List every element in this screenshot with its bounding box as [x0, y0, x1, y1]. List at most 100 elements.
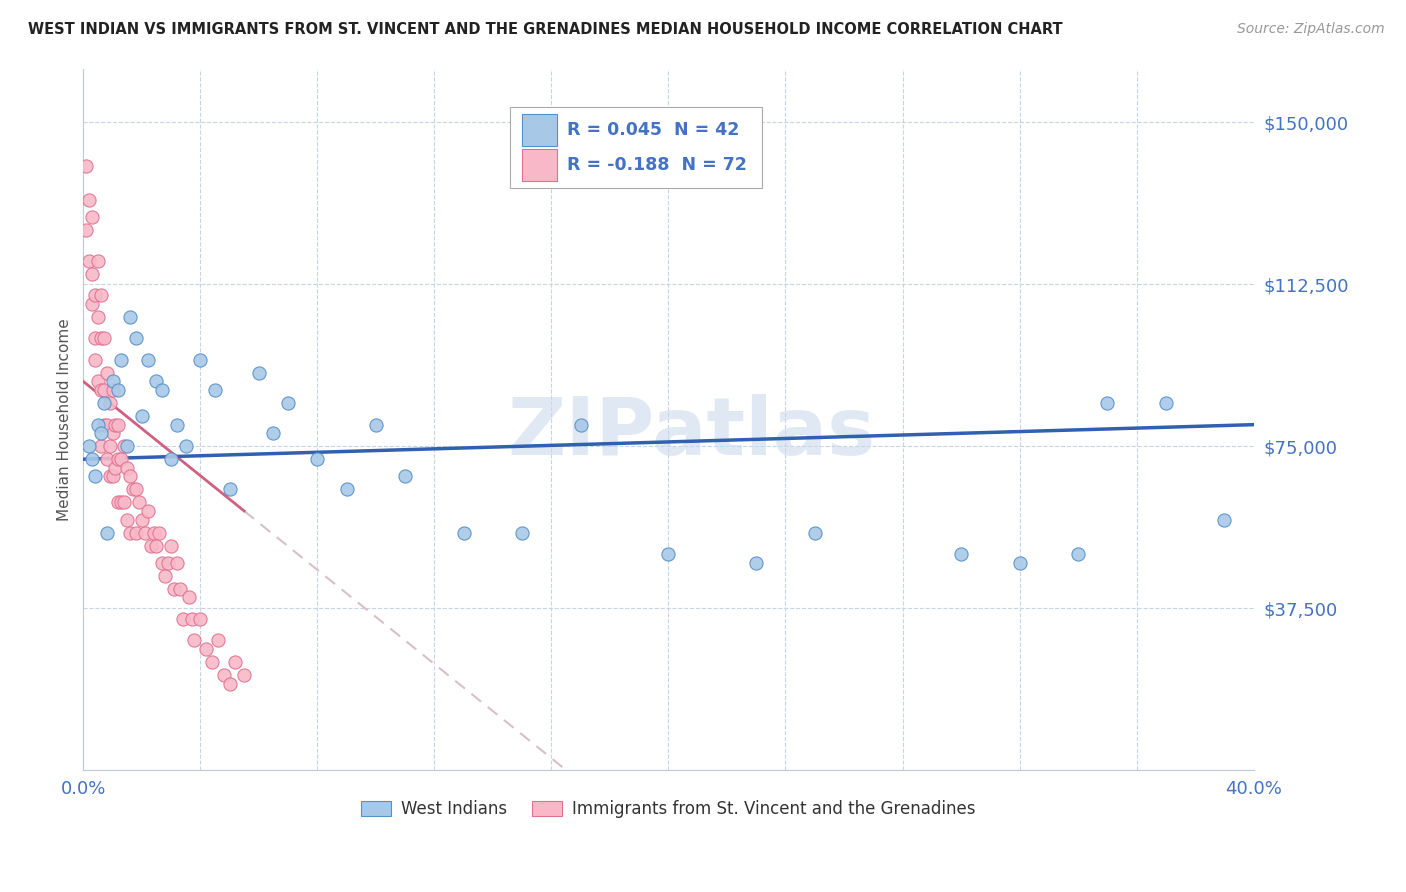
Point [212, 668, 235, 682]
Point [93, 396, 115, 410]
Point [125, 525, 148, 540]
Y-axis label: Median Household Income: Median Household Income [58, 318, 72, 521]
Point [177, 591, 200, 605]
Point [110, 452, 132, 467]
Text: Source: ZipAtlas.com: Source: ZipAtlas.com [1237, 22, 1385, 37]
Point [145, 375, 167, 389]
Point [277, 396, 299, 410]
Point [101, 426, 124, 441]
Point [115, 439, 138, 453]
Point [115, 460, 138, 475]
Point [336, 483, 359, 497]
Point [148, 525, 170, 540]
Point [183, 633, 205, 648]
Point [107, 452, 129, 467]
Point [188, 612, 211, 626]
Point [107, 417, 129, 432]
Point [125, 331, 148, 345]
Text: ZIPatlas: ZIPatlas [508, 394, 876, 472]
Point [134, 525, 156, 540]
Point [75, 223, 97, 237]
Point [131, 409, 153, 423]
Point [80, 452, 103, 467]
Point [1067, 547, 1090, 561]
Point [101, 469, 124, 483]
Point [172, 612, 194, 626]
Point [218, 483, 240, 497]
Point [87, 375, 110, 389]
Point [180, 612, 202, 626]
Point [104, 460, 127, 475]
Point [87, 417, 110, 432]
Point [96, 417, 118, 432]
Point [160, 452, 183, 467]
Point [204, 383, 226, 397]
Point [510, 525, 533, 540]
Point [125, 483, 148, 497]
Point [233, 668, 256, 682]
Point [77, 253, 100, 268]
Point [90, 331, 112, 345]
Point [93, 383, 115, 397]
Point [93, 331, 115, 345]
Point [112, 495, 135, 509]
Point [96, 452, 118, 467]
Point [195, 642, 218, 657]
Point [142, 525, 165, 540]
Point [112, 439, 135, 453]
Point [84, 352, 107, 367]
Point [101, 375, 124, 389]
Point [84, 331, 107, 345]
Point [136, 352, 159, 367]
Point [188, 352, 211, 367]
Text: R = -0.188  N = 72: R = -0.188 N = 72 [567, 155, 747, 174]
Point [224, 655, 246, 669]
Point [745, 556, 768, 570]
Point [247, 366, 270, 380]
Point [657, 547, 679, 561]
Bar [522, 149, 557, 181]
Point [96, 366, 118, 380]
Point [155, 568, 177, 582]
Point [803, 525, 825, 540]
Point [569, 417, 592, 432]
Point [163, 582, 186, 596]
Point [218, 676, 240, 690]
Point [115, 513, 138, 527]
Text: R = 0.045  N = 42: R = 0.045 N = 42 [567, 120, 740, 138]
Point [101, 383, 124, 397]
Point [307, 452, 329, 467]
Point [120, 525, 142, 540]
Point [80, 267, 103, 281]
Point [80, 297, 103, 311]
Point [75, 159, 97, 173]
Bar [522, 114, 557, 145]
Point [150, 383, 173, 397]
Point [160, 539, 183, 553]
Point [139, 539, 162, 553]
Text: WEST INDIAN VS IMMIGRANTS FROM ST. VINCENT AND THE GRENADINES MEDIAN HOUSEHOLD I: WEST INDIAN VS IMMIGRANTS FROM ST. VINCE… [28, 22, 1063, 37]
Point [1154, 396, 1177, 410]
Point [90, 426, 112, 441]
Point [1008, 556, 1031, 570]
Point [90, 383, 112, 397]
Point [98, 439, 121, 453]
Point [87, 253, 110, 268]
Point [98, 469, 121, 483]
Point [364, 417, 387, 432]
Point [110, 352, 132, 367]
Point [157, 556, 180, 570]
Point [201, 655, 224, 669]
Point [120, 469, 142, 483]
Point [122, 483, 145, 497]
Point [77, 193, 100, 207]
Point [96, 525, 118, 540]
Point [262, 426, 284, 441]
Point [80, 211, 103, 225]
Point [107, 383, 129, 397]
Point [84, 288, 107, 302]
Point [136, 504, 159, 518]
Point [1213, 513, 1236, 527]
Point [84, 469, 107, 483]
Point [120, 310, 142, 324]
